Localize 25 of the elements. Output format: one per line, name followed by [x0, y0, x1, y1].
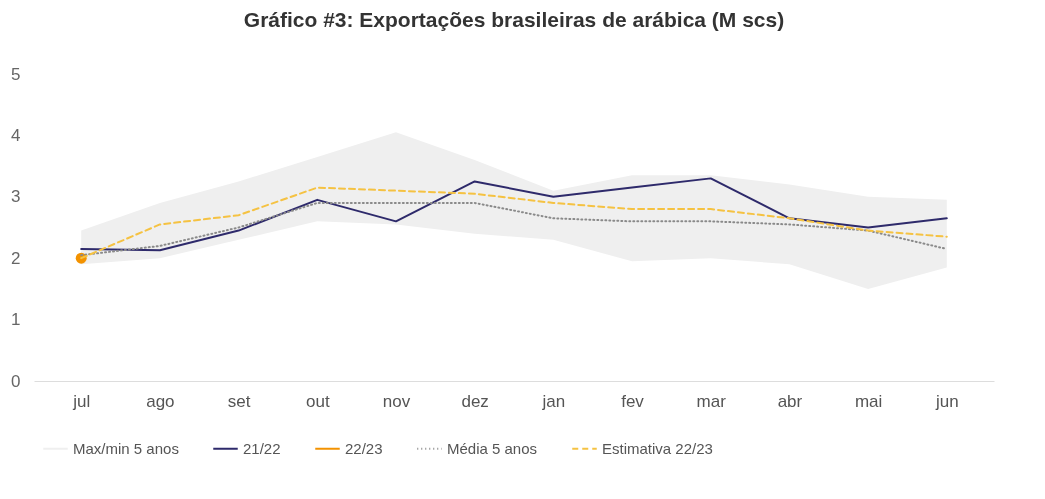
- legend-label: Média 5 anos: [447, 439, 538, 457]
- x-tick-label: fev: [621, 391, 645, 411]
- y-tick-label: 3: [11, 187, 21, 207]
- x-tick-label: ago: [146, 391, 175, 411]
- y-tick-label: 0: [11, 371, 21, 391]
- legend-label: Max/min 5 anos: [73, 439, 179, 457]
- y-tick-label: 4: [11, 125, 21, 145]
- x-tick-label: abr: [777, 391, 803, 411]
- y-tick-label: 1: [11, 310, 21, 330]
- y-tick-label: 5: [11, 64, 21, 84]
- y-tick-label: 2: [11, 248, 21, 268]
- x-tick-label: jul: [72, 391, 91, 411]
- legend-label: Estimativa 22/23: [602, 439, 713, 457]
- x-tick-label: mar: [696, 391, 727, 411]
- line-series: [80, 177, 948, 252]
- x-tick-label: set: [227, 391, 251, 411]
- x-tick-label: dez: [461, 391, 489, 411]
- legend-label: 21/22: [243, 439, 281, 457]
- x-tick-label: jun: [934, 391, 959, 411]
- x-tick-label: out: [305, 391, 330, 411]
- chart-title: Gráfico #3: Exportações brasileiras de arábica (M scs): [243, 8, 785, 31]
- x-tick-label: nov: [382, 391, 411, 411]
- x-tick-label: mai: [854, 391, 883, 411]
- legend-label: 22/23: [345, 439, 383, 457]
- x-tick-label: jan: [541, 391, 566, 411]
